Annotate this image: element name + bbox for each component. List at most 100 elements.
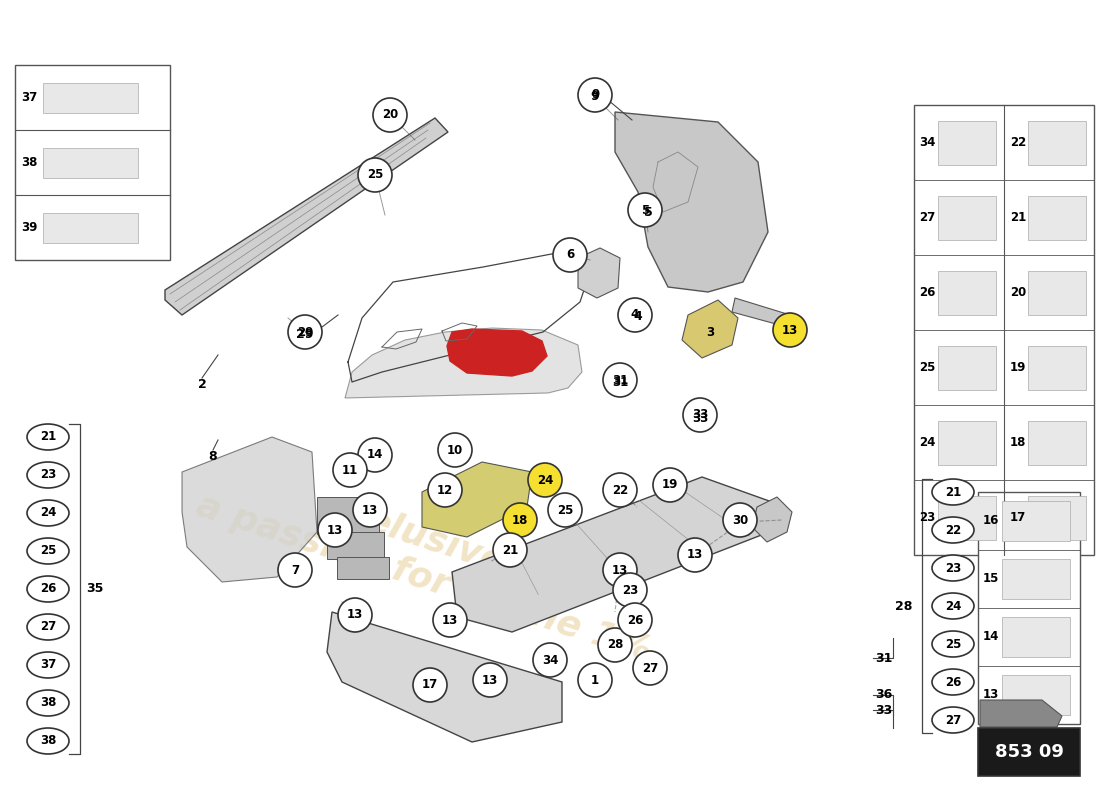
Circle shape: [578, 663, 612, 697]
Text: 27: 27: [40, 621, 56, 634]
Polygon shape: [165, 118, 448, 315]
Text: 38: 38: [40, 734, 56, 747]
Circle shape: [553, 238, 587, 272]
Polygon shape: [182, 437, 317, 582]
Circle shape: [333, 453, 367, 487]
Polygon shape: [732, 298, 800, 330]
Text: 29: 29: [297, 326, 313, 338]
Text: 4: 4: [634, 310, 642, 323]
Text: 28: 28: [894, 599, 912, 613]
Text: 3: 3: [706, 326, 714, 338]
FancyBboxPatch shape: [1002, 501, 1070, 541]
Circle shape: [503, 503, 537, 537]
Text: 26: 26: [918, 286, 935, 299]
Polygon shape: [578, 248, 620, 298]
Ellipse shape: [932, 631, 974, 657]
Text: elusive
a passion for online 1%: elusive a passion for online 1%: [192, 451, 668, 669]
Text: 24: 24: [537, 474, 553, 486]
Ellipse shape: [932, 707, 974, 733]
Text: 37: 37: [21, 91, 37, 104]
Text: 25: 25: [366, 169, 383, 182]
Text: 10: 10: [447, 443, 463, 457]
FancyBboxPatch shape: [1028, 121, 1086, 165]
Text: 27: 27: [945, 714, 961, 726]
Circle shape: [723, 503, 757, 537]
Circle shape: [603, 473, 637, 507]
Text: 36: 36: [874, 689, 892, 702]
Circle shape: [278, 553, 312, 587]
Text: 20: 20: [382, 109, 398, 122]
Text: 38: 38: [40, 697, 56, 710]
FancyBboxPatch shape: [1028, 495, 1086, 539]
FancyBboxPatch shape: [1002, 617, 1070, 657]
FancyBboxPatch shape: [1028, 421, 1086, 465]
Circle shape: [613, 573, 647, 607]
Text: 22: 22: [1010, 136, 1026, 149]
Text: 31: 31: [612, 375, 628, 389]
Ellipse shape: [28, 538, 69, 564]
Polygon shape: [752, 497, 792, 542]
FancyBboxPatch shape: [1028, 270, 1086, 314]
FancyBboxPatch shape: [43, 147, 138, 178]
Text: 18: 18: [1010, 436, 1026, 449]
FancyBboxPatch shape: [1002, 559, 1070, 599]
Circle shape: [428, 473, 462, 507]
Ellipse shape: [932, 593, 974, 619]
Text: 21: 21: [1010, 211, 1026, 224]
Text: 9: 9: [591, 89, 600, 102]
FancyBboxPatch shape: [938, 121, 996, 165]
FancyBboxPatch shape: [43, 213, 138, 242]
FancyBboxPatch shape: [938, 270, 996, 314]
Text: 30: 30: [732, 514, 748, 526]
Text: 5: 5: [641, 203, 649, 217]
Circle shape: [578, 78, 612, 112]
FancyBboxPatch shape: [337, 557, 389, 579]
Text: 2: 2: [198, 378, 207, 391]
Text: 9: 9: [591, 90, 600, 103]
Text: 14: 14: [983, 630, 1000, 643]
Text: 27: 27: [642, 662, 658, 674]
Text: 19: 19: [662, 478, 679, 491]
Circle shape: [358, 438, 392, 472]
Circle shape: [548, 493, 582, 527]
Text: 25: 25: [945, 638, 961, 650]
Circle shape: [773, 313, 807, 347]
Text: 26: 26: [627, 614, 644, 626]
Text: 24: 24: [918, 436, 935, 449]
FancyBboxPatch shape: [15, 65, 170, 260]
Circle shape: [288, 315, 322, 349]
Text: 31: 31: [874, 651, 892, 665]
Circle shape: [473, 663, 507, 697]
Text: 13: 13: [442, 614, 458, 626]
Ellipse shape: [932, 479, 974, 505]
Text: 17: 17: [1010, 511, 1026, 524]
FancyBboxPatch shape: [938, 195, 996, 239]
FancyBboxPatch shape: [327, 532, 384, 559]
Text: 23: 23: [40, 469, 56, 482]
Text: 13: 13: [327, 523, 343, 537]
Text: 23: 23: [918, 511, 935, 524]
Polygon shape: [452, 477, 782, 632]
Text: 6: 6: [565, 249, 574, 262]
Text: 15: 15: [983, 573, 1000, 586]
Polygon shape: [422, 462, 532, 537]
Circle shape: [598, 628, 632, 662]
Text: 13: 13: [346, 609, 363, 622]
Circle shape: [628, 193, 662, 227]
Text: 23: 23: [945, 562, 961, 574]
Text: 25: 25: [918, 361, 935, 374]
Text: 13: 13: [612, 563, 628, 577]
Text: 19: 19: [1010, 361, 1026, 374]
Text: 11: 11: [342, 463, 359, 477]
Ellipse shape: [932, 517, 974, 543]
Ellipse shape: [28, 728, 69, 754]
Circle shape: [653, 468, 688, 502]
Text: 853 09: 853 09: [994, 743, 1064, 761]
Ellipse shape: [28, 576, 69, 602]
Circle shape: [618, 603, 652, 637]
Circle shape: [528, 463, 562, 497]
Ellipse shape: [28, 614, 69, 640]
FancyBboxPatch shape: [978, 728, 1080, 776]
Text: 13: 13: [983, 689, 999, 702]
Text: 33: 33: [874, 703, 892, 717]
